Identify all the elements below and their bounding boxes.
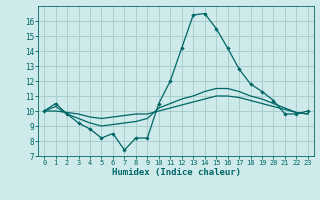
X-axis label: Humidex (Indice chaleur): Humidex (Indice chaleur) (111, 168, 241, 177)
